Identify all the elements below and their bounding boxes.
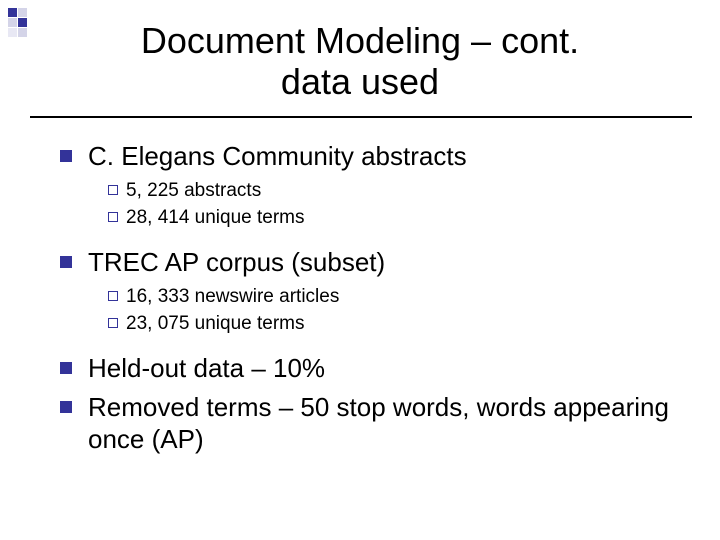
- sub-list-item-text: 16, 333 newswire articles: [126, 285, 339, 309]
- list-item: TREC AP corpus (subset): [60, 246, 680, 279]
- sub-list-item-text: 23, 075 unique terms: [126, 312, 305, 336]
- body-content: C. Elegans Community abstracts 5, 225 ab…: [60, 140, 680, 462]
- bullet-open-square-icon: [108, 291, 118, 301]
- sub-list-item: 23, 075 unique terms: [108, 312, 680, 336]
- bullet-square-icon: [60, 150, 72, 162]
- bullet-open-square-icon: [108, 318, 118, 328]
- title-line-1: Document Modeling – cont.: [141, 20, 579, 61]
- sub-list-item-text: 28, 414 unique terms: [126, 206, 305, 230]
- sub-list-item: 28, 414 unique terms: [108, 206, 680, 230]
- bullet-square-icon: [60, 362, 72, 374]
- title-block: Document Modeling – cont. data used: [0, 20, 720, 103]
- list-item-text: TREC AP corpus (subset): [88, 246, 385, 279]
- sub-list-item-text: 5, 225 abstracts: [126, 179, 261, 203]
- list-item: C. Elegans Community abstracts: [60, 140, 680, 173]
- bullet-open-square-icon: [108, 212, 118, 222]
- list-item-text: C. Elegans Community abstracts: [88, 140, 467, 173]
- list-item-text: Held-out data – 10%: [88, 352, 325, 385]
- bullet-square-icon: [60, 256, 72, 268]
- list-item: Held-out data – 10%: [60, 352, 680, 385]
- sub-list-item: 5, 225 abstracts: [108, 179, 680, 203]
- slide-title: Document Modeling – cont. data used: [0, 20, 720, 103]
- slide: Document Modeling – cont. data used C. E…: [0, 0, 720, 540]
- list-item: Removed terms – 50 stop words, words app…: [60, 391, 680, 456]
- list-item-text: Removed terms – 50 stop words, words app…: [88, 391, 680, 456]
- sub-list-item: 16, 333 newswire articles: [108, 285, 680, 309]
- bullet-open-square-icon: [108, 185, 118, 195]
- title-underline: [30, 116, 692, 118]
- title-line-2: data used: [281, 61, 439, 102]
- bullet-square-icon: [60, 401, 72, 413]
